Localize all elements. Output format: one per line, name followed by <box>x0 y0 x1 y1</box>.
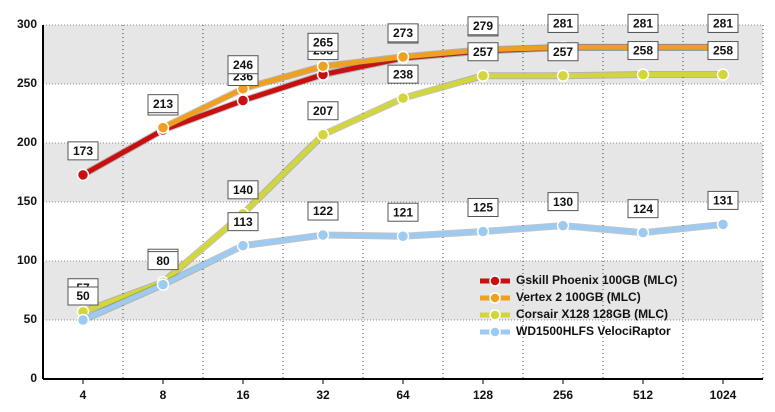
value-label-box <box>467 16 499 36</box>
value-label-box <box>67 141 99 161</box>
legend-label: Corsair X128 128GB (MLC) <box>516 307 668 321</box>
legend-marker <box>489 292 501 304</box>
value-label: 131 <box>713 194 733 208</box>
value-label-box <box>147 94 179 114</box>
y-tick-label: 200 <box>17 135 37 149</box>
value-label-box <box>387 64 419 84</box>
marker <box>716 68 730 81</box>
value-label-box <box>547 192 579 212</box>
value-label: 213 <box>153 97 173 111</box>
legend-label: Vertex 2 100GB (MLC) <box>516 290 641 304</box>
marker <box>476 225 490 238</box>
grid-band <box>43 143 763 202</box>
value-label-box <box>227 212 259 232</box>
value-label-box <box>707 41 739 61</box>
value-label: 124 <box>633 202 653 216</box>
value-label: 113 <box>233 215 253 229</box>
y-tick-label: 300 <box>17 17 37 31</box>
marker <box>396 91 410 105</box>
value-label: 265 <box>313 35 333 49</box>
value-label-box <box>307 32 339 52</box>
legend-marker <box>489 275 501 287</box>
value-label-box <box>627 13 659 33</box>
value-label-box <box>387 202 419 222</box>
x-tick-label: 4 <box>80 388 87 402</box>
value-label: 258 <box>713 44 733 58</box>
x-tick-label: 16 <box>236 388 250 402</box>
value-label-box <box>227 180 259 200</box>
value-label: 273 <box>393 26 413 40</box>
value-label-box <box>227 55 259 75</box>
value-label: 173 <box>73 144 93 158</box>
y-tick-label: 150 <box>17 194 37 208</box>
value-label-box <box>307 101 339 121</box>
legend-marker <box>489 309 501 321</box>
value-label: 50 <box>76 289 90 303</box>
marker <box>636 68 650 81</box>
value-label: 279 <box>473 19 493 33</box>
marker <box>556 69 570 82</box>
value-label: 122 <box>313 204 333 218</box>
marker <box>636 226 650 239</box>
value-label-box <box>307 201 339 221</box>
value-label: 281 <box>713 17 733 31</box>
value-label: 246 <box>233 58 253 72</box>
x-tick-label: 1024 <box>710 388 737 402</box>
x-tick-label: 256 <box>553 388 573 402</box>
marker <box>396 229 410 243</box>
marker <box>396 50 410 64</box>
y-tick-label: 100 <box>17 253 37 267</box>
value-label: 140 <box>233 183 253 197</box>
value-label: 125 <box>473 201 493 215</box>
value-label: 258 <box>633 44 653 58</box>
marker <box>316 228 330 242</box>
value-label: 257 <box>553 45 573 59</box>
marker <box>316 128 330 141</box>
legend-label: Gskill Phoenix 100GB (MLC) <box>516 273 677 287</box>
x-tick-label: 64 <box>396 388 410 402</box>
marker <box>156 278 170 291</box>
value-label-box <box>467 198 499 217</box>
value-label-box <box>707 190 739 210</box>
marker <box>76 313 90 327</box>
marker <box>476 69 490 82</box>
value-label: 130 <box>553 195 573 209</box>
value-label: 281 <box>633 17 653 31</box>
marker <box>716 218 730 231</box>
value-label-box <box>707 13 739 33</box>
value-label-box <box>147 251 179 271</box>
value-label-box <box>67 286 99 306</box>
x-tick-label: 128 <box>473 388 493 402</box>
y-tick-label: 250 <box>17 76 37 90</box>
value-label-box <box>467 42 499 62</box>
value-label: 257 <box>473 45 493 59</box>
value-label-box <box>387 23 419 43</box>
marker <box>556 219 570 232</box>
marker <box>76 168 90 182</box>
marker <box>316 60 330 73</box>
value-label: 80 <box>156 254 170 268</box>
y-tick-label: 50 <box>24 312 38 326</box>
value-label-box <box>547 13 579 33</box>
y-tick-label: 0 <box>30 371 37 385</box>
value-label-box <box>547 42 579 62</box>
value-label-box <box>627 41 659 61</box>
value-label-box <box>627 199 659 219</box>
value-label: 207 <box>313 104 333 118</box>
value-label: 121 <box>393 205 413 219</box>
x-tick-label: 32 <box>316 388 330 402</box>
value-label: 238 <box>393 67 413 81</box>
marker <box>236 239 250 252</box>
marker <box>236 94 250 107</box>
value-label: 281 <box>553 17 573 31</box>
legend-marker <box>489 326 501 338</box>
marker <box>156 121 170 134</box>
x-tick-label: 8 <box>160 388 167 402</box>
legend-label: WD1500HLFS VelociRaptor <box>516 324 671 338</box>
x-tick-label: 512 <box>633 388 653 402</box>
